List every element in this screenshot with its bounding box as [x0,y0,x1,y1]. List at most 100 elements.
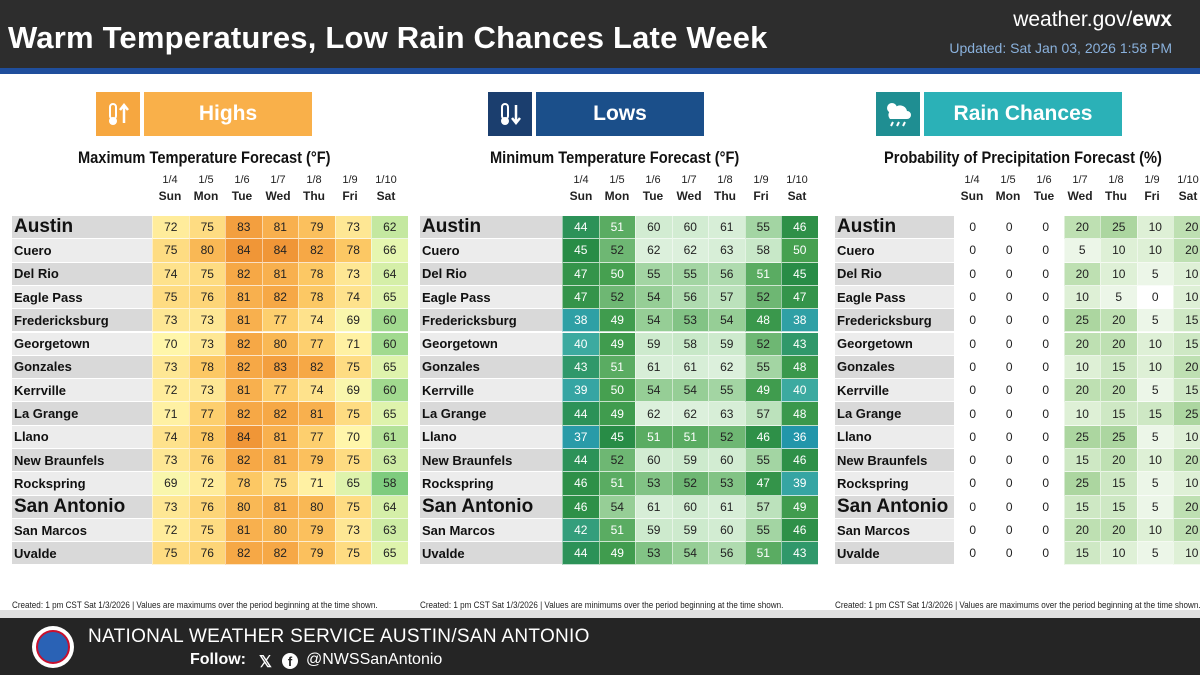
value-cell: 46 [744,425,781,449]
day-label: Tue [1033,189,1055,203]
value-cell: 0 [990,542,1027,566]
value-cell: 54 [671,542,708,566]
date-header-cell: 1/9 Fri [743,172,779,204]
table-row: Gonzales 0 0 0 10 15 10 20 [835,355,1200,380]
value-cell: 42 [562,518,599,543]
value-cell: 78 [188,355,225,380]
value-cell: 10 [1136,239,1173,263]
date-label: 1/9 [1144,174,1160,186]
value-cell: 61 [708,216,745,240]
value-cell: 59 [635,518,672,543]
value-cell: 65 [334,472,371,496]
value-cell: 54 [708,309,745,333]
value-cell: 50 [781,239,818,263]
value-cell: 5 [1136,495,1173,519]
value-cell: 10 [1136,518,1173,543]
value-cell: 58 [371,472,408,496]
value-cell: 0 [990,402,1027,426]
value-cell: 0 [1027,495,1064,519]
value-cell: 73 [334,216,371,240]
value-cell: 61 [371,425,408,449]
table-row: Austin 0 0 0 20 25 10 20 [835,216,1200,240]
value-cell: 10 [1173,542,1200,566]
value-cell: 60 [671,495,708,519]
value-cell: 0 [954,472,991,496]
footer: NATIONAL WEATHER SERVICE AUSTIN/SAN ANTO… [0,618,1200,675]
value-cell: 10 [1173,472,1200,496]
value-cell: 5 [1136,262,1173,286]
value-cell: 81 [261,449,298,473]
value-cell: 47 [781,285,818,310]
value-cell: 56 [708,262,745,286]
value-cell: 40 [781,379,818,403]
table-row: New Braunfels 44 52 60 59 60 55 46 [420,449,818,473]
value-cell: 82 [261,285,298,310]
value-cell: 15 [1063,542,1100,566]
table-row: Uvalde 44 49 53 54 56 51 43 [420,542,818,566]
value-cell: 0 [1027,262,1064,286]
value-cell: 75 [334,542,371,566]
value-cell: 20 [1063,379,1100,403]
value-cell: 63 [371,518,408,543]
follow-label: Follow: [190,651,246,668]
value-cell: 0 [954,285,991,310]
site-link[interactable]: weather.gov/ewx [1013,8,1172,32]
value-cell: 54 [635,309,672,333]
facebook-icon[interactable]: f [282,653,298,669]
day-label: Sun [569,189,593,203]
value-cell: 50 [598,262,635,286]
city-name: Eagle Pass [835,285,954,310]
day-label: Thu [1105,189,1127,203]
city-name: La Grange [835,402,954,426]
city-name: Rockspring [835,472,954,496]
value-cell: 81 [225,379,262,403]
lows-date-header: 1/4 Sun 1/5 Mon 1/6 Tue 1/7 Wed 1/8 Thu 1/9 Fri 1/10… [563,172,815,204]
table-row: Gonzales 73 78 82 83 82 75 65 [12,355,408,380]
value-cell: 15 [1100,355,1137,380]
value-cell: 82 [225,332,262,356]
value-cell: 84 [225,425,262,449]
date-label: 1/8 [1108,174,1124,186]
table-row: La Grange 44 49 62 62 63 57 48 [420,402,818,426]
value-cell: 52 [598,285,635,310]
value-cell: 82 [225,402,262,426]
day-label: Mon [995,189,1021,203]
value-cell: 20 [1063,262,1100,286]
value-cell: 75 [334,449,371,473]
city-name: Uvalde [835,542,954,566]
table-row: Fredericksburg 38 49 54 53 54 48 38 [420,309,818,333]
value-cell: 0 [954,309,991,333]
value-cell: 48 [744,309,781,333]
value-cell: 84 [225,239,262,263]
value-cell: 77 [298,425,335,449]
value-cell: 0 [990,285,1027,310]
value-cell: 0 [954,449,991,473]
date-header-cell: 1/4 Sun [954,172,990,204]
date-header-cell: 1/7 Wed [260,172,296,204]
rain-cloud-icon [876,92,920,136]
day-label: Fri [342,189,358,203]
table-row: Fredericksburg 0 0 0 25 20 5 15 [835,309,1200,333]
value-cell: 72 [152,379,189,403]
rain-footnote: Created: 1 pm CST Sat 1/3/2026 | Values … [835,600,1200,610]
value-cell: 10 [1173,262,1200,286]
value-cell: 15 [1063,495,1100,519]
value-cell: 0 [990,379,1027,403]
value-cell: 78 [298,262,335,286]
x-social-icon[interactable]: 𝕏 [259,654,272,671]
value-cell: 71 [298,472,335,496]
value-cell: 73 [152,355,189,380]
value-cell: 77 [298,332,335,356]
city-name: Fredericksburg [12,309,152,333]
value-cell: 53 [635,542,672,566]
date-label: 1/6 [1036,174,1052,186]
value-cell: 82 [225,355,262,380]
value-cell: 82 [261,542,298,566]
value-cell: 81 [298,402,335,426]
value-cell: 79 [298,542,335,566]
value-cell: 75 [188,518,225,543]
value-cell: 52 [708,425,745,449]
social-handle[interactable]: @NWSSanAntonio [306,651,443,668]
table-row: Rockspring 46 51 53 52 53 47 39 [420,472,818,496]
lows-chart-title: Minimum Temperature Forecast (°F) [490,148,740,167]
